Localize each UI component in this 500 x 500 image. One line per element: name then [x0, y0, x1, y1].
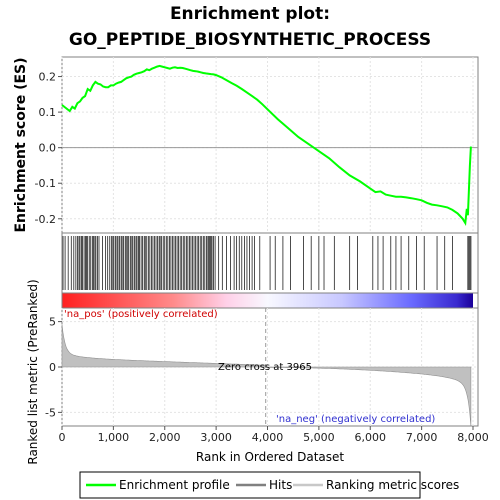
metric-panel: -505 'na_pos' (positively correlated) 'n…: [26, 279, 479, 465]
pos-correlated-label: 'na_pos' (positively correlated): [64, 309, 218, 320]
es-panel-frame: [61, 56, 479, 234]
x-tick-label: 6,000: [355, 431, 387, 444]
es-y-tick-label: 0.0: [39, 142, 57, 155]
es-y-tick-label: 0.2: [39, 71, 57, 84]
metric-y-axis-title: Ranked list metric (PreRanked): [26, 279, 40, 464]
x-tick-label: 7,000: [406, 431, 438, 444]
es-y-axis: -0.2 -0.1 0.0 0.1 0.2: [35, 71, 62, 226]
legend-hits-label: Hits: [269, 478, 292, 492]
enrichment-profile-line: [61, 64, 472, 227]
metric-y-tick-label: 0: [49, 361, 56, 374]
es-y-tick-label: 0.1: [39, 106, 57, 119]
es-y-axis-title: Enrichment score (ES): [13, 57, 29, 232]
x-tick-label: 8,000: [457, 431, 489, 444]
hits-panel: [61, 232, 479, 294]
rank-gradient: [62, 293, 473, 308]
x-tick-label: 3,000: [200, 431, 232, 444]
es-panel: -0.2 -0.1 0.0 0.1 0.2 Enrichment score (ES): [13, 56, 479, 234]
legend: Enrichment profile Hits Ranking metric s…: [79, 471, 459, 499]
x-axis-title: Rank in Ordered Dataset: [196, 450, 344, 464]
chart-title-line1: Enrichment plot:: [170, 4, 330, 24]
legend-metric-label: Ranking metric scores: [326, 478, 459, 492]
rank-colour-bar: [61, 292, 479, 309]
es-y-tick-label: -0.2: [35, 213, 56, 226]
x-axis: 0 1,000 2,000 3,000 4,000 5,000 6,000 7,000 8,00…: [59, 426, 489, 444]
x-tick-label: 1,000: [98, 431, 130, 444]
legend-enrichment-label: Enrichment profile: [119, 478, 230, 492]
metric-y-tick-label: -5: [45, 406, 56, 419]
ranking-metric-area: [61, 324, 472, 427]
metric-y-axis: -5 0 5: [45, 316, 62, 419]
x-tick-label: 2,000: [149, 431, 181, 444]
x-tick-label: 0: [59, 431, 66, 444]
es-y-tick-label: -0.1: [35, 177, 56, 190]
zero-cross-label: Zero cross at 3965: [218, 362, 312, 373]
x-tick-label: 4,000: [252, 431, 284, 444]
metric-y-tick-label: 5: [49, 316, 56, 329]
neg-correlated-label: 'na_neg' (negatively correlated): [276, 414, 435, 425]
x-tick-label: 5,000: [303, 431, 335, 444]
hit-marks: [62, 236, 472, 290]
chart-title-line2: GO_PEPTIDE_BIOSYNTHETIC_PROCESS: [69, 30, 431, 50]
